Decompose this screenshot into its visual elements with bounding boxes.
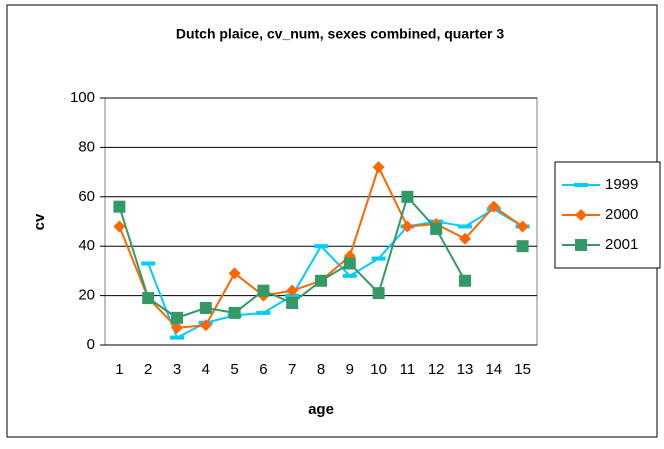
marker: [314, 244, 328, 249]
y-tick-label: 60: [78, 188, 95, 205]
legend-marker: [574, 183, 588, 187]
marker: [459, 274, 471, 287]
marker: [256, 310, 271, 315]
x-tick-label: 8: [317, 361, 325, 378]
x-tick-label: 10: [370, 361, 387, 378]
marker: [459, 232, 471, 245]
marker: [315, 274, 327, 287]
marker: [343, 257, 356, 270]
x-tick-label: 1: [115, 361, 123, 378]
marker: [371, 256, 386, 261]
marker: [257, 284, 270, 297]
marker: [113, 200, 126, 213]
marker: [171, 321, 183, 334]
legend-label: 1999: [605, 176, 638, 193]
y-tick-label: 40: [78, 237, 95, 254]
x-tick-label: 14: [485, 361, 502, 378]
x-tick-label: 2: [144, 361, 152, 378]
x-tick-label: 13: [457, 361, 474, 378]
x-tick-label: 11: [400, 361, 416, 378]
marker: [141, 261, 156, 266]
marker: [487, 200, 500, 213]
marker: [286, 297, 299, 310]
x-tick-label: 6: [259, 361, 267, 378]
legend-marker: [575, 239, 587, 251]
marker: [430, 222, 443, 235]
marker: [516, 240, 529, 253]
legend-label: 2000: [605, 206, 638, 223]
y-tick-label: 80: [78, 138, 95, 155]
x-tick-label: 4: [202, 361, 210, 378]
marker: [372, 287, 385, 300]
x-axis-title: age: [308, 401, 334, 418]
x-tick-label: 12: [428, 361, 445, 378]
y-tick-label: 0: [87, 336, 95, 353]
chart-title: Dutch plaice, cv_num, sexes combined, qu…: [176, 26, 505, 42]
marker: [286, 284, 299, 297]
marker: [342, 273, 357, 278]
marker: [401, 190, 414, 203]
plot-area: [104, 97, 538, 346]
x-tick-label: 5: [230, 361, 238, 378]
marker: [372, 161, 385, 174]
marker: [171, 311, 183, 324]
marker: [113, 220, 126, 233]
y-tick-label: 100: [70, 89, 95, 106]
marker: [516, 220, 529, 233]
x-tick-label: 7: [288, 361, 296, 378]
legend-marker: [575, 209, 587, 221]
x-tick-label: 3: [173, 361, 181, 378]
x-tick-label: 15: [514, 361, 531, 378]
marker: [142, 292, 155, 305]
marker: [458, 224, 472, 229]
marker: [401, 220, 414, 233]
legend-label: 2001: [605, 236, 638, 253]
x-tick-label: 9: [346, 361, 354, 378]
marker: [199, 319, 212, 332]
y-tick-label: 20: [78, 287, 95, 304]
marker: [199, 301, 212, 314]
y-axis-title: cv: [31, 213, 48, 230]
marker: [170, 335, 184, 340]
marker: [228, 267, 241, 280]
marker: [228, 306, 241, 319]
